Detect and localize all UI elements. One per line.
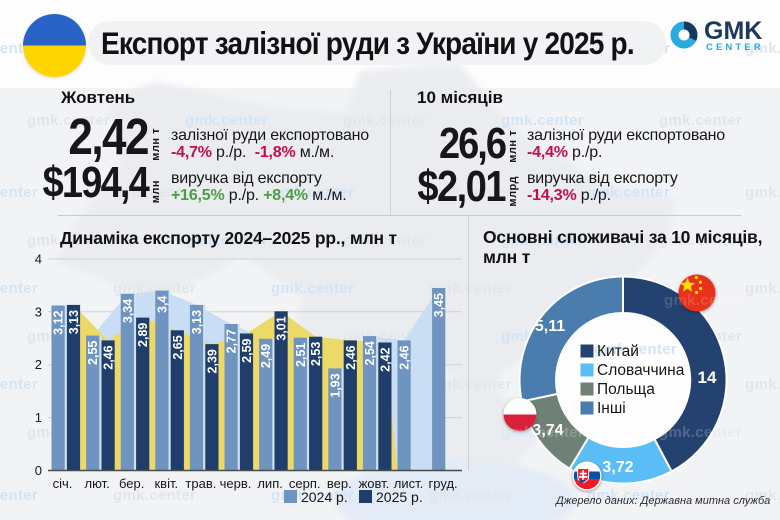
- svg-text:2,39: 2,39: [205, 349, 219, 373]
- svg-text:0: 0: [35, 463, 42, 478]
- svg-text:трав.: трав.: [185, 476, 216, 491]
- svg-text:лют.: лют.: [85, 476, 110, 491]
- svg-text:3,01: 3,01: [275, 316, 289, 340]
- svg-text:2,77: 2,77: [225, 329, 239, 353]
- svg-text:3,12: 3,12: [52, 310, 66, 334]
- svg-text:2,46: 2,46: [102, 345, 116, 369]
- svg-text:2,65: 2,65: [171, 335, 185, 359]
- svg-text:січ.: січ.: [53, 476, 73, 491]
- svg-text:2,89: 2,89: [136, 323, 150, 347]
- svg-text:3,74: 3,74: [532, 422, 563, 439]
- svg-text:3,13: 3,13: [190, 310, 204, 334]
- svg-text:черв.: черв.: [220, 476, 252, 491]
- svg-text:2,46: 2,46: [344, 345, 358, 369]
- svg-text:2,46: 2,46: [398, 345, 412, 369]
- svg-text:3: 3: [35, 304, 42, 319]
- svg-text:2: 2: [35, 357, 42, 372]
- svg-text:3,72: 3,72: [602, 459, 633, 476]
- svg-text:1,93: 1,93: [328, 373, 342, 397]
- svg-text:жовт.: жовт.: [359, 476, 390, 491]
- svg-text:5,11: 5,11: [535, 318, 565, 335]
- svg-text:бер.: бер.: [119, 476, 144, 491]
- svg-text:3,45: 3,45: [432, 293, 446, 317]
- svg-text:груд.: груд.: [429, 476, 458, 491]
- svg-text:3,4: 3,4: [155, 296, 169, 313]
- svg-text:2,54: 2,54: [363, 341, 377, 365]
- svg-text:лист.: лист.: [394, 476, 423, 491]
- svg-text:2,55: 2,55: [86, 341, 100, 365]
- svg-text:лип.: лип.: [257, 476, 283, 491]
- svg-text:2,59: 2,59: [240, 338, 254, 362]
- svg-text:2,51: 2,51: [294, 343, 308, 367]
- svg-text:квіт.: квіт.: [154, 476, 178, 491]
- svg-text:3,34: 3,34: [121, 299, 135, 323]
- svg-text:14: 14: [698, 368, 717, 387]
- svg-text:серп.: серп.: [289, 476, 321, 491]
- svg-text:2,42: 2,42: [378, 347, 392, 371]
- svg-text:3,13: 3,13: [67, 310, 81, 334]
- svg-text:2,49: 2,49: [259, 344, 273, 368]
- svg-text:4: 4: [35, 251, 42, 266]
- svg-text:1: 1: [35, 410, 42, 425]
- svg-text:вер.: вер.: [327, 476, 352, 491]
- svg-text:2,53: 2,53: [309, 342, 323, 366]
